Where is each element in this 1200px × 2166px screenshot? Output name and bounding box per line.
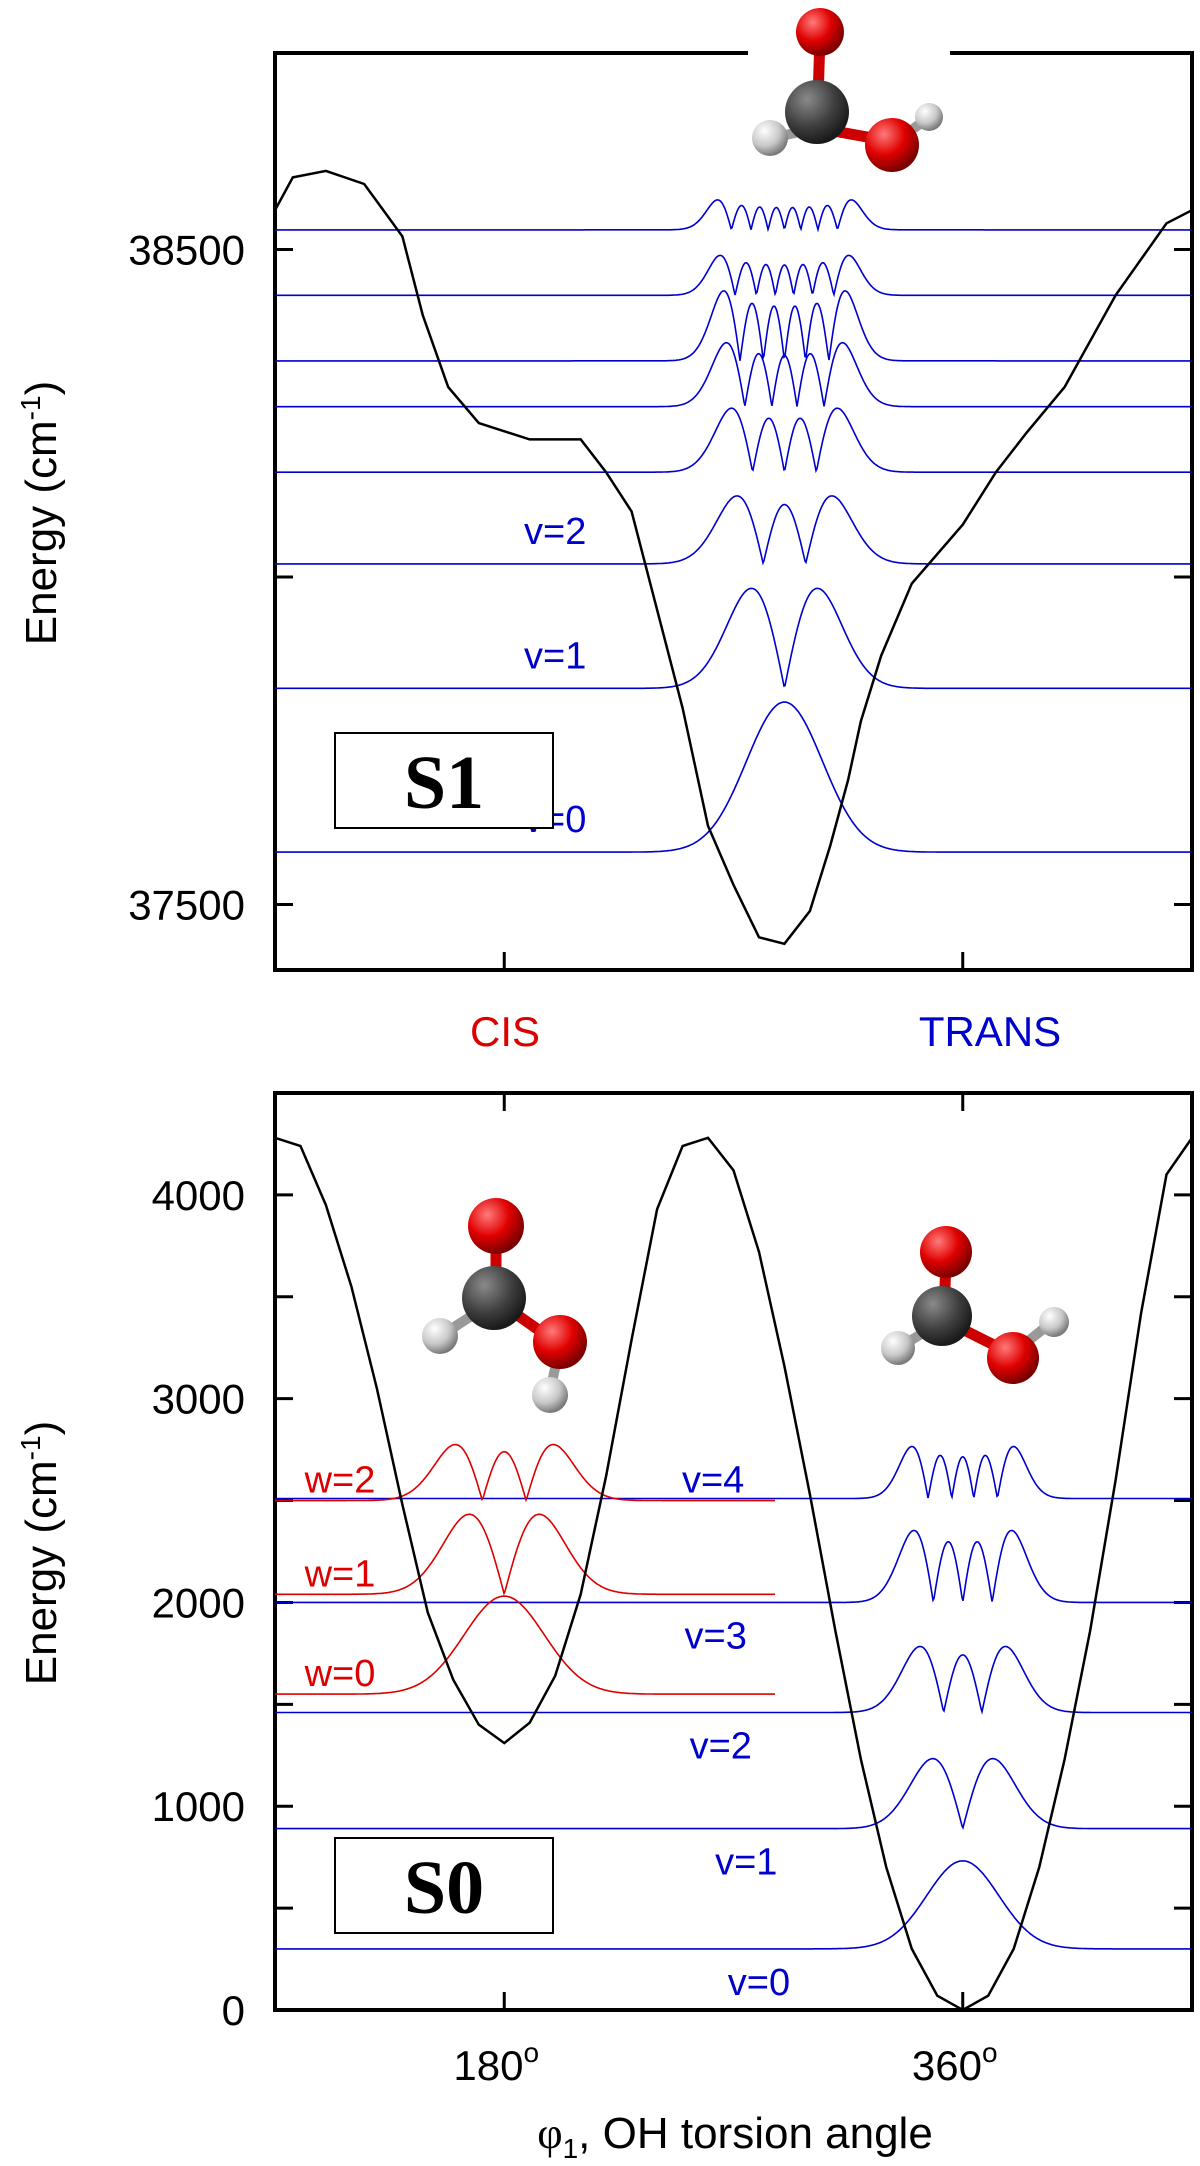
- s0-label-box: [334, 1837, 554, 1934]
- s0-potential-curve: [274, 1136, 1194, 2012]
- s0-wavefunctions: [275, 1443, 1192, 1950]
- s1-level-label: v=1: [524, 635, 586, 677]
- s1-trans-molecule-image: [752, 8, 943, 172]
- oxygen-atom-icon: [865, 118, 919, 172]
- s1-ylabel-main: Energy (cm: [17, 420, 66, 645]
- xlabel-phi: φ: [537, 2109, 562, 2158]
- s0-trans-level-label: v=0: [728, 1962, 790, 2004]
- s1-plot-frame: [273, 51, 1194, 972]
- s1-y-tick-label: 37500: [128, 882, 245, 929]
- s1-potential-curve: [273, 169, 1193, 946]
- carbon-atom-icon: [785, 80, 849, 144]
- s0-trans-wavefunction: [275, 1757, 1192, 1830]
- s1-ylabel-sup: -1: [15, 395, 46, 420]
- s1-wavefunctions: [275, 199, 1192, 853]
- s0-x-tick-label: 360o: [912, 2037, 998, 2089]
- s0-y-tick-label: 2000: [152, 1579, 245, 1626]
- s0-cis-level-label: w=0: [304, 1653, 376, 1695]
- s0-ylabel-close: ): [17, 1421, 66, 1436]
- s0-trans-level-label: v=1: [715, 1842, 777, 1884]
- s0-trans-level-label: v=4: [682, 1460, 744, 1502]
- xlabel-rest: , OH torsion angle: [578, 2109, 933, 2158]
- s0-level-labels: v=0 v=1 v=2 v=3 v=4 w=0 w=1 w=2: [304, 1460, 791, 2004]
- s0-trans-wavefunction: [275, 1860, 1192, 1950]
- s0-trans-level-label: v=3: [685, 1615, 747, 1657]
- s0-y-tick-label: 4000: [152, 1172, 245, 1219]
- s0-y-tick-label: 0: [222, 1987, 245, 2034]
- hydrogen-atom-icon: [422, 1318, 458, 1354]
- cis-label: CIS: [470, 1008, 540, 1055]
- s1-y-axis-title: Energy (cm-1): [15, 381, 66, 646]
- oxygen-atom-icon: [796, 8, 844, 56]
- s0-trans-level-label: v=2: [690, 1725, 752, 1767]
- s1-wavefunction-level: [275, 407, 1192, 474]
- s0-x-axis-title: φ1, OH torsion angle: [537, 2109, 933, 2164]
- s0-x-tick-labels: 180o 360o: [453, 2037, 997, 2089]
- s1-panel-label: S1: [404, 741, 484, 825]
- s1-ylabel-close: ): [17, 381, 66, 396]
- s1-wavefunction-level: [275, 199, 1192, 233]
- s1-y-tick-label: 38500: [128, 227, 245, 274]
- trans-label: TRANS: [919, 1008, 1061, 1055]
- s0-cis-level-label: w=2: [304, 1460, 376, 1502]
- s0-ylabel-main: Energy (cm: [17, 1460, 66, 1685]
- hydrogen-atom-icon: [1039, 1307, 1069, 1337]
- carbon-atom-icon: [912, 1286, 972, 1346]
- s0-panel-label: S0: [404, 1846, 484, 1930]
- s0-y-tick-label: 3000: [152, 1376, 245, 1423]
- s0-trans-wavefunction: [275, 1445, 1192, 1500]
- s1-wavefunction-level: [275, 254, 1192, 298]
- oxygen-atom-icon: [468, 1198, 524, 1254]
- s1-level-label: v=2: [524, 511, 586, 553]
- s0-cis-level-label: w=1: [304, 1553, 376, 1595]
- oxygen-atom-icon: [987, 1332, 1039, 1384]
- s0-trans-wavefunction: [275, 1645, 1192, 1715]
- s1-label-box: [334, 732, 554, 829]
- s1-wavefunction-level: [275, 289, 1192, 362]
- s1-wavefunction-level: [275, 587, 1192, 690]
- s0-x-tick-label: 180o: [453, 2037, 539, 2089]
- s1-wavefunction-level: [275, 341, 1192, 408]
- s1-wavefunction-level: [275, 701, 1192, 853]
- hydrogen-atom-icon: [752, 120, 788, 156]
- s0-cis-wavefunction: [275, 1595, 775, 1695]
- s0-plot-frame: [273, 1091, 1194, 2012]
- hydrogen-atom-icon: [881, 1331, 915, 1365]
- s0-ylabel-sup: -1: [15, 1435, 46, 1460]
- s0-y-tick-labels: 0 1000 2000 3000 4000: [152, 1172, 245, 2034]
- s1-y-tick-labels: 37500 38500: [128, 227, 245, 929]
- hydrogen-atom-icon: [915, 103, 943, 131]
- s0-cis-wavefunction: [275, 1513, 775, 1596]
- s0-y-tick-label: 1000: [152, 1783, 245, 1830]
- oxygen-atom-icon: [533, 1315, 587, 1369]
- s1-wavefunction-level: [275, 495, 1192, 566]
- s0-trans-wavefunction: [275, 1529, 1192, 1604]
- s0-cis-molecule-image: [422, 1198, 587, 1413]
- hydrogen-atom-icon: [532, 1377, 568, 1413]
- xlabel-sub: 1: [563, 2133, 579, 2164]
- s0-y-axis-title: Energy (cm-1): [15, 1421, 66, 1686]
- s0-trans-molecule-image: [881, 1226, 1069, 1384]
- oxygen-atom-icon: [920, 1226, 972, 1278]
- carbon-atom-icon: [462, 1266, 526, 1330]
- s0-cis-wavefunction: [275, 1443, 775, 1503]
- s1-ticks: [275, 248, 1192, 970]
